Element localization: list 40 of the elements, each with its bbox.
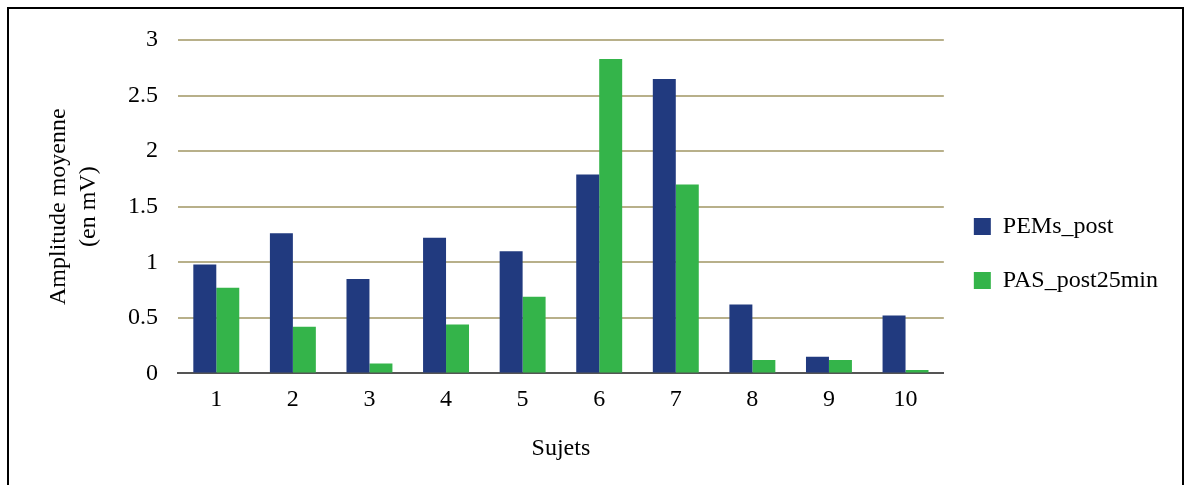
x-tick-label: 2 [286, 385, 299, 412]
y-axis-title: Amplitude moyenne (en mV) [44, 108, 101, 306]
x-tick-label: 6 [593, 385, 606, 412]
legend-label: PAS_post25min [1002, 265, 1158, 292]
bar [446, 324, 470, 373]
y-tick-label: 0.5 [128, 303, 158, 330]
bar [369, 363, 393, 373]
bar [499, 251, 523, 373]
bar [675, 184, 699, 373]
bar [193, 264, 217, 373]
bar [729, 304, 753, 373]
x-tick-label: 8 [746, 385, 759, 412]
bar [805, 356, 829, 373]
x-tick-label: 3 [363, 385, 376, 412]
x-tick-label: 10 [893, 385, 918, 412]
bar [423, 237, 447, 373]
x-axis-title: Sujets [531, 433, 591, 460]
bar [346, 278, 370, 373]
bar [752, 360, 776, 373]
y-tick-label: 0 [146, 358, 158, 385]
y-tick-label: 1 [146, 247, 158, 274]
x-tick-label: 7 [669, 385, 682, 412]
bar [882, 315, 906, 373]
bar [216, 287, 240, 373]
legend-label: PEMs_post [1002, 211, 1114, 238]
y-tick-label: 2 [146, 136, 158, 163]
bar [269, 233, 293, 373]
bar [652, 78, 676, 373]
bar [522, 296, 546, 373]
y-tick-label: 1.5 [128, 192, 158, 218]
x-tick-label: 4 [440, 385, 453, 412]
x-tick-label: 9 [822, 385, 835, 412]
x-tick-label: 1 [210, 385, 223, 412]
y-tick-label: 3 [146, 25, 158, 52]
x-tick-label: 5 [516, 385, 529, 412]
bar [828, 360, 852, 373]
bar [576, 174, 600, 373]
bar [292, 326, 316, 373]
bar [599, 58, 623, 373]
y-tick-label: 2.5 [128, 80, 158, 107]
